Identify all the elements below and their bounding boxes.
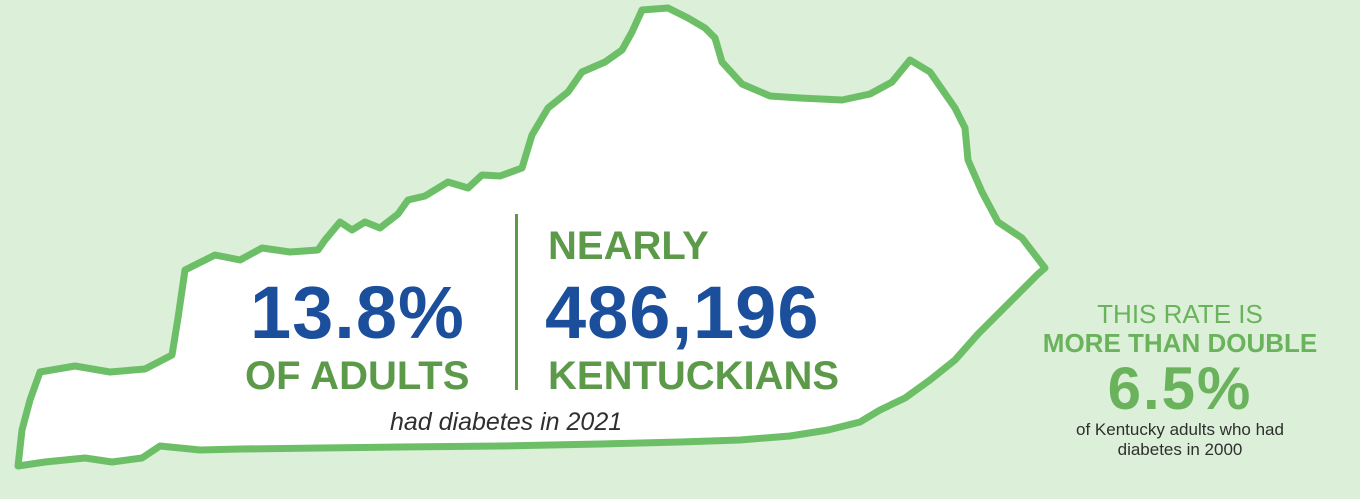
comparison-note-line2: diabetes in 2000	[1117, 439, 1243, 459]
kentuckians-count-value: 486,196	[545, 271, 820, 354]
stat-divider	[515, 214, 518, 390]
kentuckians-label: KENTUCKIANS	[548, 354, 840, 398]
kentucky-outline	[14, 4, 1049, 470]
year-caption: had diabetes in 2021	[390, 408, 623, 436]
adults-label: OF ADULTS	[245, 354, 470, 398]
comparison-block: THIS RATE IS MORE THAN DOUBLE 6.5% of Ke…	[1000, 300, 1360, 459]
nearly-label: NEARLY	[548, 224, 709, 268]
comparison-note-line1: of Kentucky adults who had	[1076, 420, 1284, 440]
adults-percent-value: 13.8%	[250, 271, 465, 354]
comparison-line1: THIS RATE IS	[1097, 299, 1263, 329]
comparison-percent-value: 6.5%	[1107, 355, 1253, 423]
comparison-line2: MORE THAN DOUBLE	[1042, 327, 1318, 358]
